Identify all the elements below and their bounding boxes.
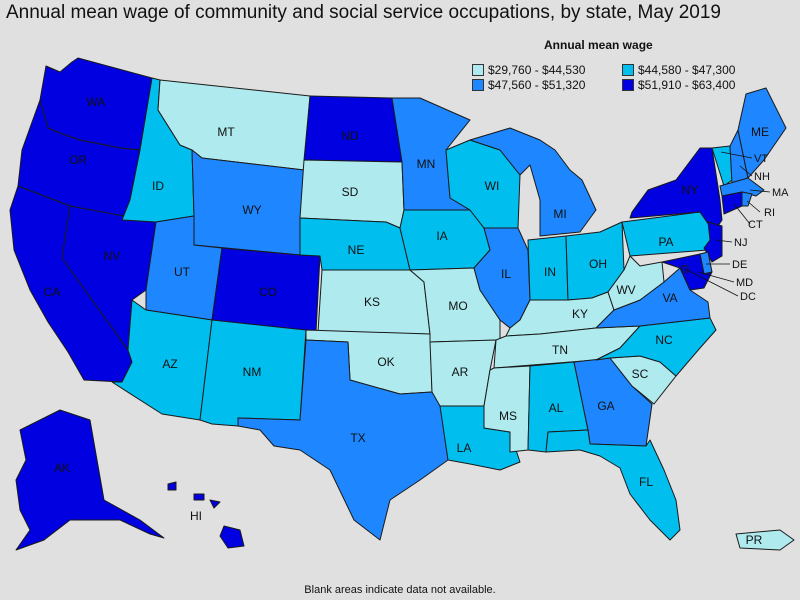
label-sc: SC	[632, 367, 649, 381]
legend-item-2: $44,580 - $47,300	[622, 63, 735, 77]
label-az: AZ	[162, 357, 177, 371]
legend-swatch-4	[622, 79, 634, 91]
label-ca: CA	[44, 285, 61, 299]
state-ak[interactable]	[15, 409, 165, 551]
legend-label-3: $47,560 - $51,320	[488, 78, 586, 92]
label-wi: WI	[485, 179, 500, 193]
label-pa: PA	[658, 235, 673, 249]
legend-label-2: $44,580 - $47,300	[638, 63, 736, 77]
state-mi[interactable]	[469, 127, 597, 237]
legend-swatch-1	[472, 64, 484, 76]
legend-title: Annual mean wage	[544, 38, 653, 52]
label-il: IL	[501, 267, 511, 281]
state-pa[interactable]	[621, 211, 715, 257]
label-ut: UT	[174, 265, 191, 279]
label-nc: NC	[655, 333, 673, 347]
state-hi[interactable]	[167, 481, 245, 549]
label-ga: GA	[597, 399, 614, 413]
state-fl[interactable]	[545, 429, 681, 541]
label-va: VA	[662, 291, 677, 305]
label-de: DE	[732, 259, 747, 271]
label-nv: NV	[104, 249, 121, 263]
label-nh: NH	[754, 171, 770, 183]
legend-item-1: $29,760 - $44,530	[472, 63, 585, 77]
state-labels: WA OR CA NV ID MT WY UT CO AZ NM ND SD N…	[44, 95, 789, 547]
state-pr[interactable]	[735, 529, 795, 551]
label-id: ID	[152, 179, 164, 193]
label-nj: NJ	[734, 237, 747, 249]
label-hi: HI	[190, 509, 202, 523]
legend-item-3: $47,560 - $51,320	[472, 78, 585, 92]
label-ma: MA	[772, 187, 789, 199]
label-ok: OK	[377, 355, 394, 369]
label-al: AL	[549, 401, 564, 415]
label-ct: CT	[748, 219, 763, 231]
label-mo: MO	[448, 299, 467, 313]
legend-swatch-2	[622, 64, 634, 76]
label-ks: KS	[364, 295, 380, 309]
state-nc[interactable]	[595, 317, 717, 377]
state-ny[interactable]	[629, 147, 723, 233]
map-title: Annual mean wage of community and social…	[6, 2, 721, 23]
label-wv: WV	[616, 283, 635, 297]
label-tx: TX	[350, 431, 365, 445]
label-ms: MS	[499, 409, 517, 423]
label-oh: OH	[589, 257, 607, 271]
legend-label-4: $51,910 - $63,400	[638, 78, 736, 92]
label-ak: AK	[54, 461, 70, 475]
label-in: IN	[544, 265, 556, 279]
label-leaders	[684, 151, 771, 297]
label-tn: TN	[552, 343, 568, 357]
label-wy: WY	[242, 203, 261, 217]
label-wa: WA	[87, 95, 106, 109]
label-ar: AR	[452, 365, 469, 379]
label-ri: RI	[764, 207, 775, 219]
label-ia: IA	[436, 229, 447, 243]
label-pr: PR	[746, 533, 763, 547]
state-co[interactable]	[211, 247, 321, 333]
label-ny: NY	[682, 183, 699, 197]
label-mt: MT	[217, 125, 235, 139]
label-co: CO	[259, 285, 277, 299]
footnote: Blank areas indicate data not available.	[304, 584, 496, 596]
label-mn: MN	[417, 157, 436, 171]
legend-swatch-3	[472, 79, 484, 91]
label-md: MD	[736, 277, 753, 289]
label-or: OR	[69, 153, 87, 167]
label-sd: SD	[342, 185, 359, 199]
label-nm: NM	[243, 365, 262, 379]
label-me: ME	[751, 125, 769, 139]
label-mi: MI	[553, 207, 566, 221]
label-ky: KY	[572, 307, 588, 321]
label-vt: VT	[754, 153, 768, 165]
legend-item-4: $51,910 - $63,400	[622, 78, 735, 92]
label-fl: FL	[639, 475, 653, 489]
label-la: LA	[457, 441, 472, 455]
legend-label-1: $29,760 - $44,530	[488, 63, 586, 77]
label-dc: DC	[740, 291, 756, 303]
label-ne: NE	[348, 243, 365, 257]
state-ct[interactable]	[721, 191, 743, 215]
state-tx[interactable]	[237, 339, 449, 541]
label-nd: ND	[341, 129, 359, 143]
